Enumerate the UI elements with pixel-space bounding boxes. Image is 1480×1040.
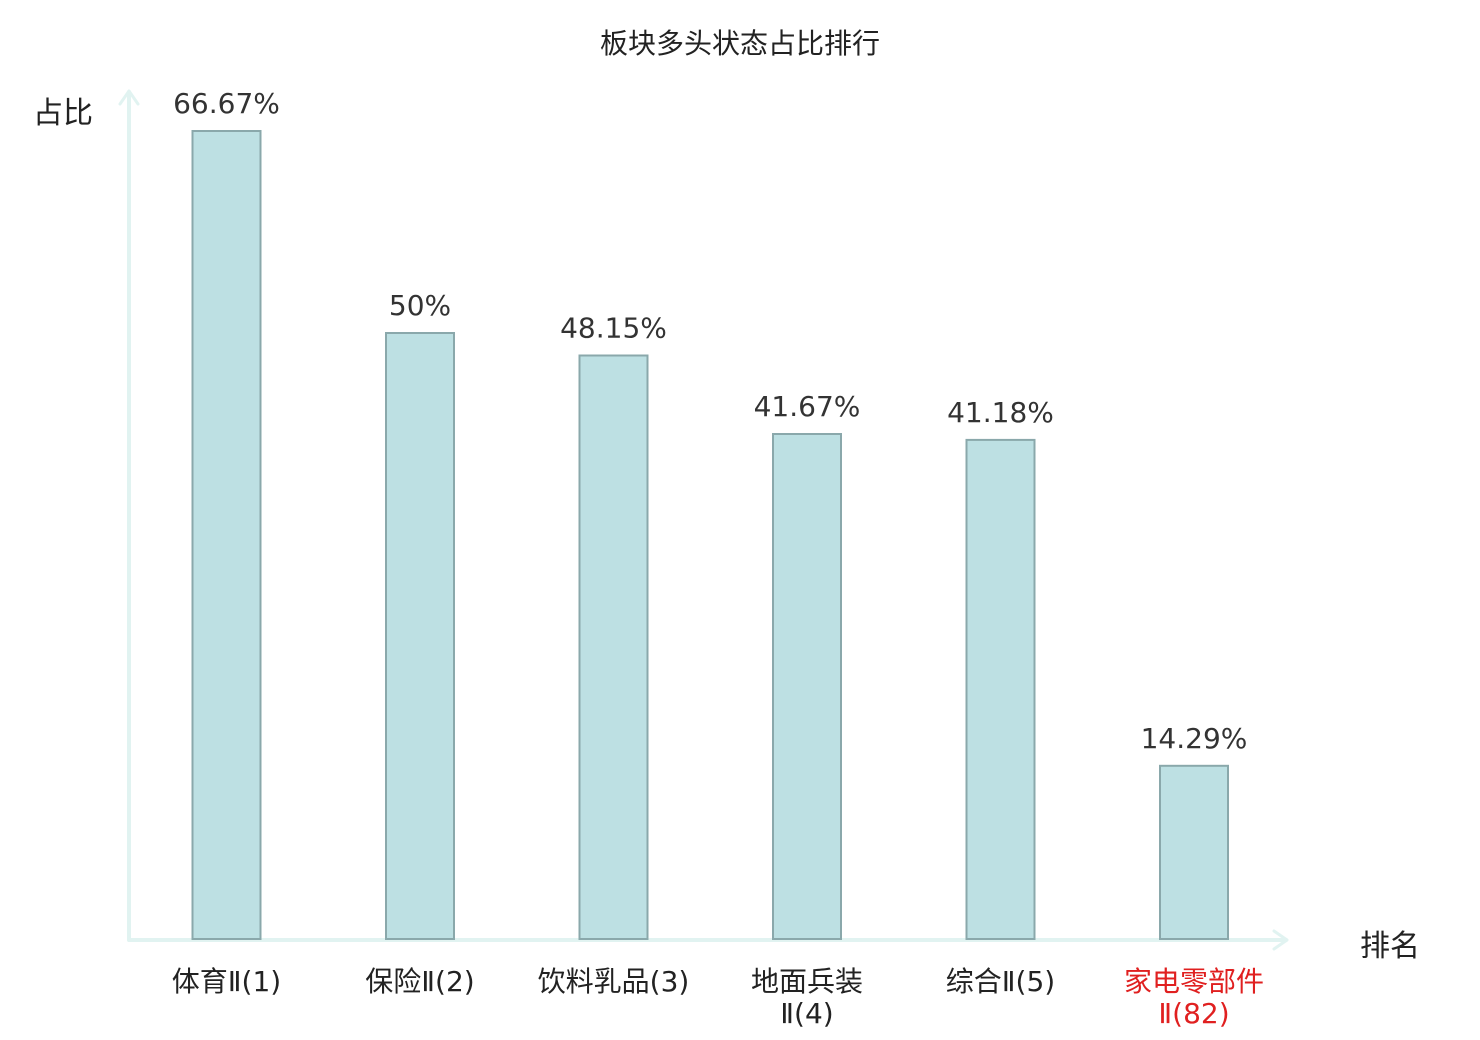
bar bbox=[578, 354, 649, 940]
bar bbox=[965, 438, 1036, 940]
x-axis bbox=[127, 929, 1289, 951]
value-label: 41.67% bbox=[754, 390, 861, 423]
y-axis-arrow bbox=[118, 89, 140, 106]
value-label: 48.15% bbox=[560, 312, 667, 345]
bar bbox=[772, 433, 842, 940]
bar-series bbox=[191, 130, 1229, 940]
value-labels: 66.67% 50% 48.15% 41.67% 41.18% 14.29% bbox=[173, 87, 1247, 755]
x-axis-arrow bbox=[1272, 929, 1289, 951]
y-axis bbox=[118, 89, 140, 942]
category-label: 地面兵装Ⅱ(4) bbox=[750, 965, 863, 1030]
x-axis-label: 排名 bbox=[1360, 929, 1420, 964]
bar bbox=[1159, 764, 1229, 940]
value-label: 66.67% bbox=[173, 87, 280, 120]
value-label: 50% bbox=[389, 289, 451, 322]
bar bbox=[191, 130, 262, 940]
category-label: 保险Ⅱ(2) bbox=[365, 965, 475, 998]
chart-title: 板块多头状态占比排行 bbox=[599, 27, 880, 60]
category-label: 饮料乳品(3) bbox=[537, 965, 690, 998]
value-label: 41.18% bbox=[947, 396, 1054, 429]
category-label: 体育Ⅱ(1) bbox=[171, 965, 282, 998]
value-label: 14.29% bbox=[1141, 722, 1248, 755]
y-axis-label: 占比 bbox=[33, 96, 93, 131]
category-label: 家电零部件Ⅱ(82) bbox=[1124, 965, 1265, 1030]
category-label: 综合Ⅱ(5) bbox=[945, 965, 1056, 998]
bar bbox=[385, 332, 455, 940]
